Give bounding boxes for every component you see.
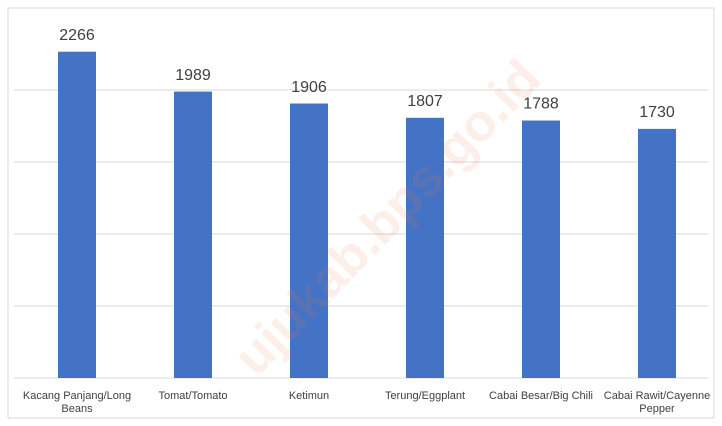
x-tick-label: Tomat/Tomato bbox=[158, 390, 228, 402]
data-label: 2266 bbox=[59, 27, 95, 44]
x-tick-label: Ketimun bbox=[288, 390, 330, 402]
data-label: 1730 bbox=[639, 104, 675, 121]
x-tick-label: Cabai Besar/Big Chili bbox=[489, 390, 593, 402]
bar bbox=[406, 117, 444, 379]
x-tick-label: Cabai Rawit/Cayenne Pepper bbox=[603, 390, 711, 415]
x-tick-label: Terung/Eggplant bbox=[384, 390, 466, 402]
x-tick-label: Kacang Panjang/Long Beans bbox=[22, 390, 132, 415]
bar bbox=[174, 91, 212, 379]
data-label: 1906 bbox=[291, 79, 327, 96]
bar bbox=[58, 51, 96, 379]
bar bbox=[290, 103, 328, 378]
data-label: 1807 bbox=[407, 93, 443, 110]
bar bbox=[522, 120, 560, 378]
data-label: 1788 bbox=[523, 96, 559, 113]
chart-border bbox=[7, 7, 715, 419]
data-label: 1989 bbox=[175, 67, 211, 84]
bar bbox=[638, 128, 676, 378]
